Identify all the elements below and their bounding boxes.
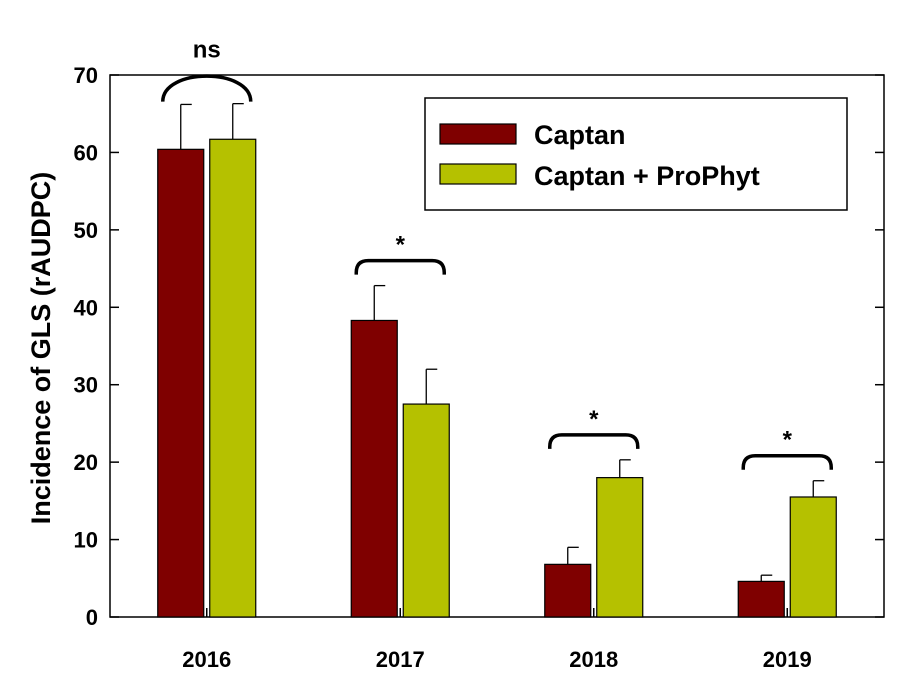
bar — [209, 138, 257, 618]
significance-label: ns — [193, 37, 221, 64]
significance-bracket — [161, 74, 253, 102]
bar — [350, 319, 398, 618]
bar — [789, 496, 837, 618]
legend-box — [424, 97, 848, 211]
y-tick-label: 10 — [74, 528, 98, 553]
bar — [402, 403, 450, 618]
legend-label-captan-prophyt: Captan + ProPhyt — [534, 161, 760, 191]
bar — [596, 477, 644, 618]
y-tick-label: 0 — [86, 605, 98, 630]
legend-swatch-captan — [439, 123, 517, 145]
significance-bracket — [354, 258, 446, 275]
y-tick-label: 30 — [74, 373, 98, 398]
significance-bracket — [741, 453, 833, 470]
significance-label: * — [783, 427, 793, 454]
legend-label-captan: Captan — [534, 120, 626, 150]
y-tick-label: 20 — [74, 450, 98, 475]
significance-label: * — [396, 232, 406, 259]
y-tick-label: 60 — [74, 140, 98, 165]
legend-swatch-captan-prophyt — [439, 163, 517, 185]
x-tick-label: 2018 — [569, 647, 618, 672]
y-tick-label: 50 — [74, 218, 98, 243]
y-axis-title: Incidence of GLS (rAUDPC) — [26, 172, 56, 525]
bar — [544, 563, 592, 618]
significance-bracket — [548, 433, 640, 449]
x-tick-label: 2017 — [376, 647, 425, 672]
y-tick-label: 70 — [74, 63, 98, 88]
x-tick-label: 2016 — [182, 647, 231, 672]
bar — [737, 580, 785, 618]
plot-frame — [109, 74, 885, 618]
legend: Captan Captan + ProPhyt — [424, 97, 848, 211]
bar — [157, 148, 205, 618]
significance-label: * — [589, 406, 599, 433]
y-tick-label: 40 — [74, 295, 98, 320]
x-tick-label: 2019 — [763, 647, 812, 672]
plot-area: 0 10 20 30 40 50 60 70 2016 ns 2017 * 2018 * 2019 * — [74, 37, 885, 672]
